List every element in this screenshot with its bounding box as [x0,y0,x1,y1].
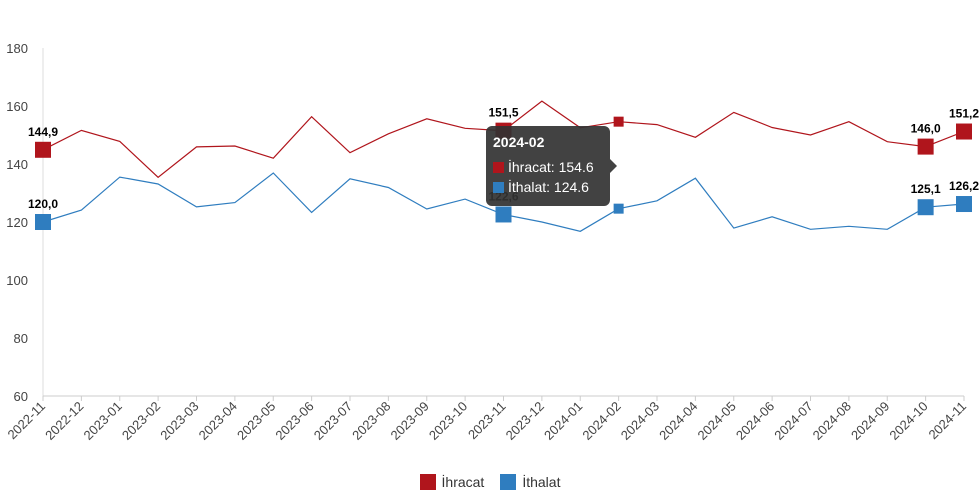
marker-series-1 [35,214,51,230]
x-tick-label: 2024-08 [810,399,854,443]
y-tick-label: 160 [6,99,28,114]
x-tick-label: 2023-12 [503,399,547,443]
y-tick-label: 100 [6,273,28,288]
x-tick-label: 2024-03 [618,399,662,443]
data-label: 151,5 [488,106,518,120]
data-label: 126,2 [949,179,979,193]
tooltip-value-ihracat: İhracat: 154.6 [508,159,594,175]
y-axis: 60 80 100 120 140 160 180 [6,41,44,404]
x-tick-label: 2023-05 [234,399,278,443]
data-label: 120,0 [28,197,58,211]
x-tick-label: 2023-04 [196,399,240,443]
data-label: 144,9 [28,125,58,139]
x-tick-label: 2024-10 [886,399,930,443]
y-tick-label: 80 [14,331,28,346]
hover-marker-series-0 [613,116,624,127]
x-tick-label: 2022-12 [42,399,86,443]
x-tick-label: 2023-10 [426,399,470,443]
legend-item-ithalat[interactable]: İthalat [500,474,560,490]
x-tick-label: 2023-07 [311,399,355,443]
tooltip-swatch-ithalat [493,181,504,193]
x-axis: 2022-112022-122023-012023-022023-032023-… [4,395,969,443]
legend-swatch-ihracat [419,474,436,490]
x-tick-label: 2024-02 [579,399,623,443]
marker-series-0 [35,141,51,158]
x-tick-label: 2024-05 [695,399,739,443]
x-tick-label: 2024-11 [925,399,969,443]
data-label: 146,0 [911,122,941,136]
y-tick-label: 60 [14,389,28,404]
x-tick-label: 2022-11 [4,399,48,443]
x-tick-label: 2024-01 [541,399,585,443]
x-tick-label: 2023-08 [349,399,393,443]
tooltip-value-ithalat: İthalat: 124.6 [508,179,589,195]
y-tick-label: 180 [6,41,28,56]
marker-series-1 [917,199,934,216]
marker-series-0 [917,138,934,155]
data-label: 125,1 [911,182,941,196]
data-label: 151,2 [949,107,979,121]
x-tick-label: 2023-09 [388,399,432,443]
x-tick-label: 2023-06 [272,399,316,443]
x-tick-label: 2024-06 [733,399,777,443]
legend-label-ithalat: İthalat [522,474,561,490]
marker-series-0 [956,123,972,140]
x-tick-label: 2023-03 [157,399,201,443]
series-markers [35,116,972,230]
x-tick-label: 2023-11 [465,399,509,443]
x-tick-label: 2023-02 [119,399,163,443]
x-tick-label: 2024-09 [848,399,892,443]
y-tick-label: 140 [6,157,28,172]
legend-swatch-ithalat [500,474,517,490]
legend: İhracat İthalat [0,474,980,490]
hover-marker-series-1 [613,203,624,214]
tooltip-swatch-ihracat [493,161,504,173]
x-tick-label: 2024-07 [771,399,815,443]
y-tick-label: 120 [6,215,28,230]
tooltip: 2024-02 İhracat: 154.6 İthalat: 124.6 [486,126,617,206]
marker-series-1 [956,196,972,213]
x-tick-label: 2024-04 [656,399,700,443]
tooltip-row-ithalat: İthalat: 124.6 [493,177,603,197]
legend-label-ihracat: İhracat [441,474,485,490]
tooltip-row-ihracat: İhracat: 154.6 [493,157,603,177]
marker-series-1 [495,206,512,223]
x-tick-label: 2023-01 [81,399,125,443]
tooltip-title: 2024-02 [493,134,545,150]
legend-item-ihracat[interactable]: İhracat [419,474,485,490]
